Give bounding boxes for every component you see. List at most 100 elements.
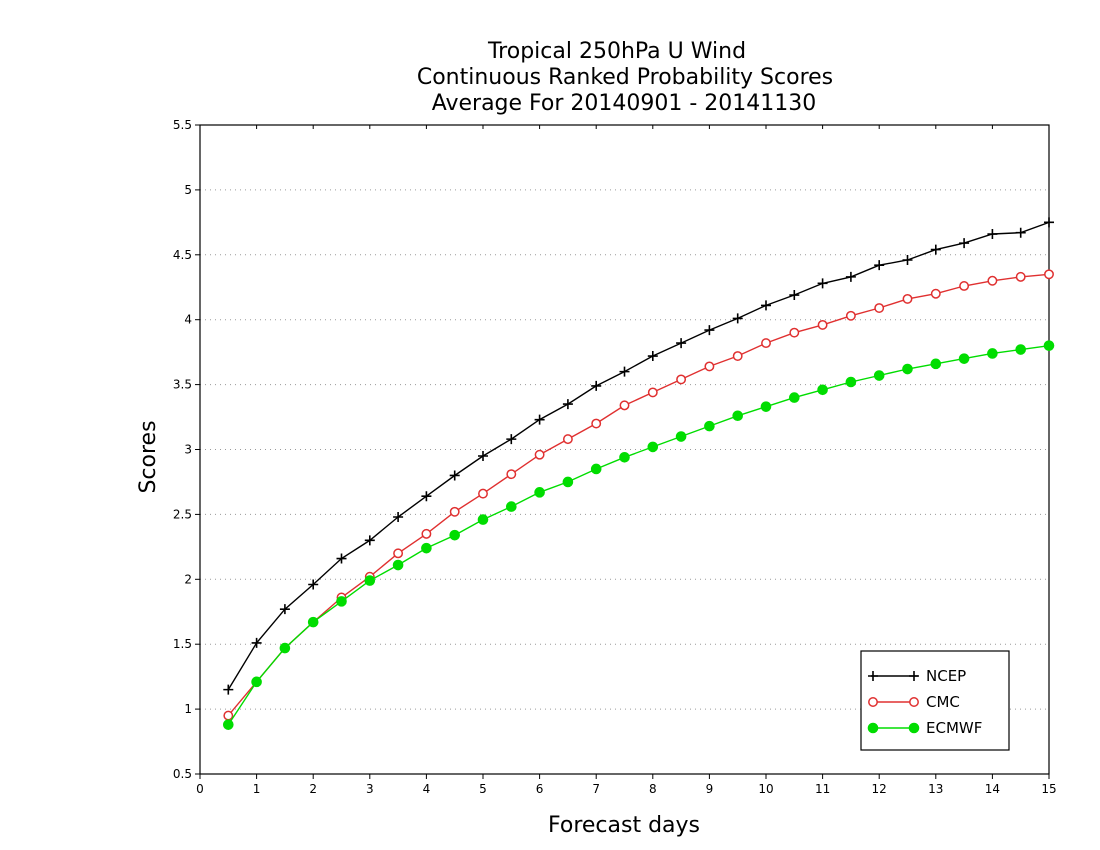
x-tick-label: 14 xyxy=(985,782,1000,796)
data-point-cmc xyxy=(930,288,941,299)
data-point-ncep xyxy=(987,229,998,240)
data-point-ncep xyxy=(223,684,234,695)
data-point-ncep xyxy=(534,414,545,425)
data-point-cmc xyxy=(449,506,460,517)
data-point-ecmwf xyxy=(704,420,715,432)
legend-marker-cmc xyxy=(909,697,919,707)
data-point-cmc xyxy=(789,327,800,338)
data-point-ecmwf xyxy=(987,348,998,359)
data-point-ecmwf xyxy=(873,370,885,381)
y-tick-label: 2.5 xyxy=(173,507,192,521)
data-point-ncep xyxy=(478,450,488,461)
y-axis: 0.5 1 1.5 2 2.5 3 3.5 4 4.5 5 5.5 xyxy=(173,118,200,781)
data-point-ecmwf xyxy=(1043,340,1055,351)
data-point-ncep xyxy=(506,434,517,445)
data-point-ecmwf xyxy=(930,358,942,370)
data-point-ecmwf xyxy=(647,441,659,453)
data-point-cmc xyxy=(534,449,545,460)
data-point-ncep xyxy=(1015,227,1026,238)
data-point-ecmwf xyxy=(506,501,517,512)
legend-label-ecmwf: ECMWF xyxy=(926,719,982,737)
data-point-ecmwf xyxy=(336,596,347,607)
data-point-ncep xyxy=(959,238,970,249)
data-point-cmc xyxy=(676,374,687,385)
y-tick-label: 1 xyxy=(184,702,192,716)
data-point-ncep xyxy=(251,637,262,648)
x-tick-label: 8 xyxy=(649,782,657,796)
data-point-cmc xyxy=(1015,271,1026,282)
data-point-cmc xyxy=(704,361,715,372)
y-tick-label: 0.5 xyxy=(173,767,192,781)
chart-title: Tropical 250hPa U Wind Continuous Ranked… xyxy=(417,39,833,116)
data-point-ecmwf xyxy=(392,559,404,571)
series-line-cmc xyxy=(227,273,1050,717)
data-point-cmc xyxy=(874,303,885,313)
y-grid xyxy=(200,189,1049,710)
data-point-cmc xyxy=(732,351,743,361)
data-point-ecmwf xyxy=(619,451,630,463)
data-point-ecmwf xyxy=(477,514,489,525)
data-point-cmc xyxy=(478,488,488,499)
legend-item-ncep: NCEP xyxy=(868,667,966,685)
data-point-ecmwf xyxy=(845,376,857,388)
chart-title-line-1: Tropical 250hPa U Wind xyxy=(487,39,746,64)
x-tick-label: 5 xyxy=(479,782,487,796)
x-tick-label: 6 xyxy=(536,782,544,796)
data-point-ncep xyxy=(789,290,800,301)
data-point-ecmwf xyxy=(449,529,461,541)
y-tick-label: 4.5 xyxy=(173,248,192,262)
data-point-ncep xyxy=(902,254,913,265)
x-tick-label: 3 xyxy=(366,782,374,796)
series-line-ncep xyxy=(227,221,1050,690)
data-point-cmc xyxy=(223,710,234,721)
legend-box xyxy=(860,650,1010,751)
y-tick-label: 4 xyxy=(184,313,192,327)
data-point-ncep xyxy=(393,511,404,522)
data-point-ncep xyxy=(562,399,573,410)
data-point-cmc xyxy=(845,310,856,321)
data-point-cmc xyxy=(619,400,630,411)
data-point-ncep xyxy=(676,338,687,349)
data-point-cmc xyxy=(902,293,913,304)
data-point-ncep xyxy=(732,313,743,324)
chart-title-line-3: Average For 20140901 - 20141130 xyxy=(432,91,817,116)
data-point-cmc xyxy=(506,469,517,480)
legend-label-cmc: CMC xyxy=(926,693,960,711)
x-tick-label: 12 xyxy=(872,782,887,796)
data-point-ecmwf xyxy=(251,676,262,688)
x-axis-title: Forecast days xyxy=(548,813,700,838)
y-tick-label: 3.5 xyxy=(173,378,192,392)
data-point-ncep xyxy=(874,260,885,271)
legend-label-ncep: NCEP xyxy=(926,667,966,685)
data-point-ncep xyxy=(449,470,460,481)
data-point-ecmwf xyxy=(1015,344,1027,355)
x-axis: 0 1 2 3 4 5 6 7 8 9 10 11 12 13 14 15 xyxy=(196,125,1057,796)
series-ncep xyxy=(223,217,1054,695)
data-point-ncep xyxy=(619,366,630,377)
y-axis-title: Scores xyxy=(136,420,161,493)
chart-title-line-2: Continuous Ranked Probability Scores xyxy=(417,65,833,90)
x-tick-label: 9 xyxy=(706,782,714,796)
data-point-ecmwf xyxy=(760,401,772,412)
x-tick-label: 15 xyxy=(1041,782,1056,796)
legend-marker-cmc xyxy=(868,697,878,707)
data-point-cmc xyxy=(817,319,828,330)
data-point-cmc xyxy=(761,338,771,349)
data-point-ecmwf xyxy=(223,719,234,730)
x-tick-label: 2 xyxy=(309,782,317,796)
data-point-cmc xyxy=(421,528,432,539)
legend-marker-ncep xyxy=(868,671,878,681)
legend-marker-ecmwf xyxy=(908,722,920,734)
x-tick-label: 1 xyxy=(253,782,261,796)
data-point-ncep xyxy=(308,579,319,590)
data-point-ncep xyxy=(364,535,375,546)
x-tick-label: 0 xyxy=(196,782,204,796)
y-tick-label: 1.5 xyxy=(173,637,192,651)
data-point-ncep xyxy=(647,351,658,362)
legend-item-cmc: CMC xyxy=(868,693,960,711)
data-point-ecmwf xyxy=(279,642,291,654)
data-point-ecmwf xyxy=(364,575,376,586)
legend-marker-ncep xyxy=(909,671,919,681)
data-point-ncep xyxy=(704,325,715,336)
